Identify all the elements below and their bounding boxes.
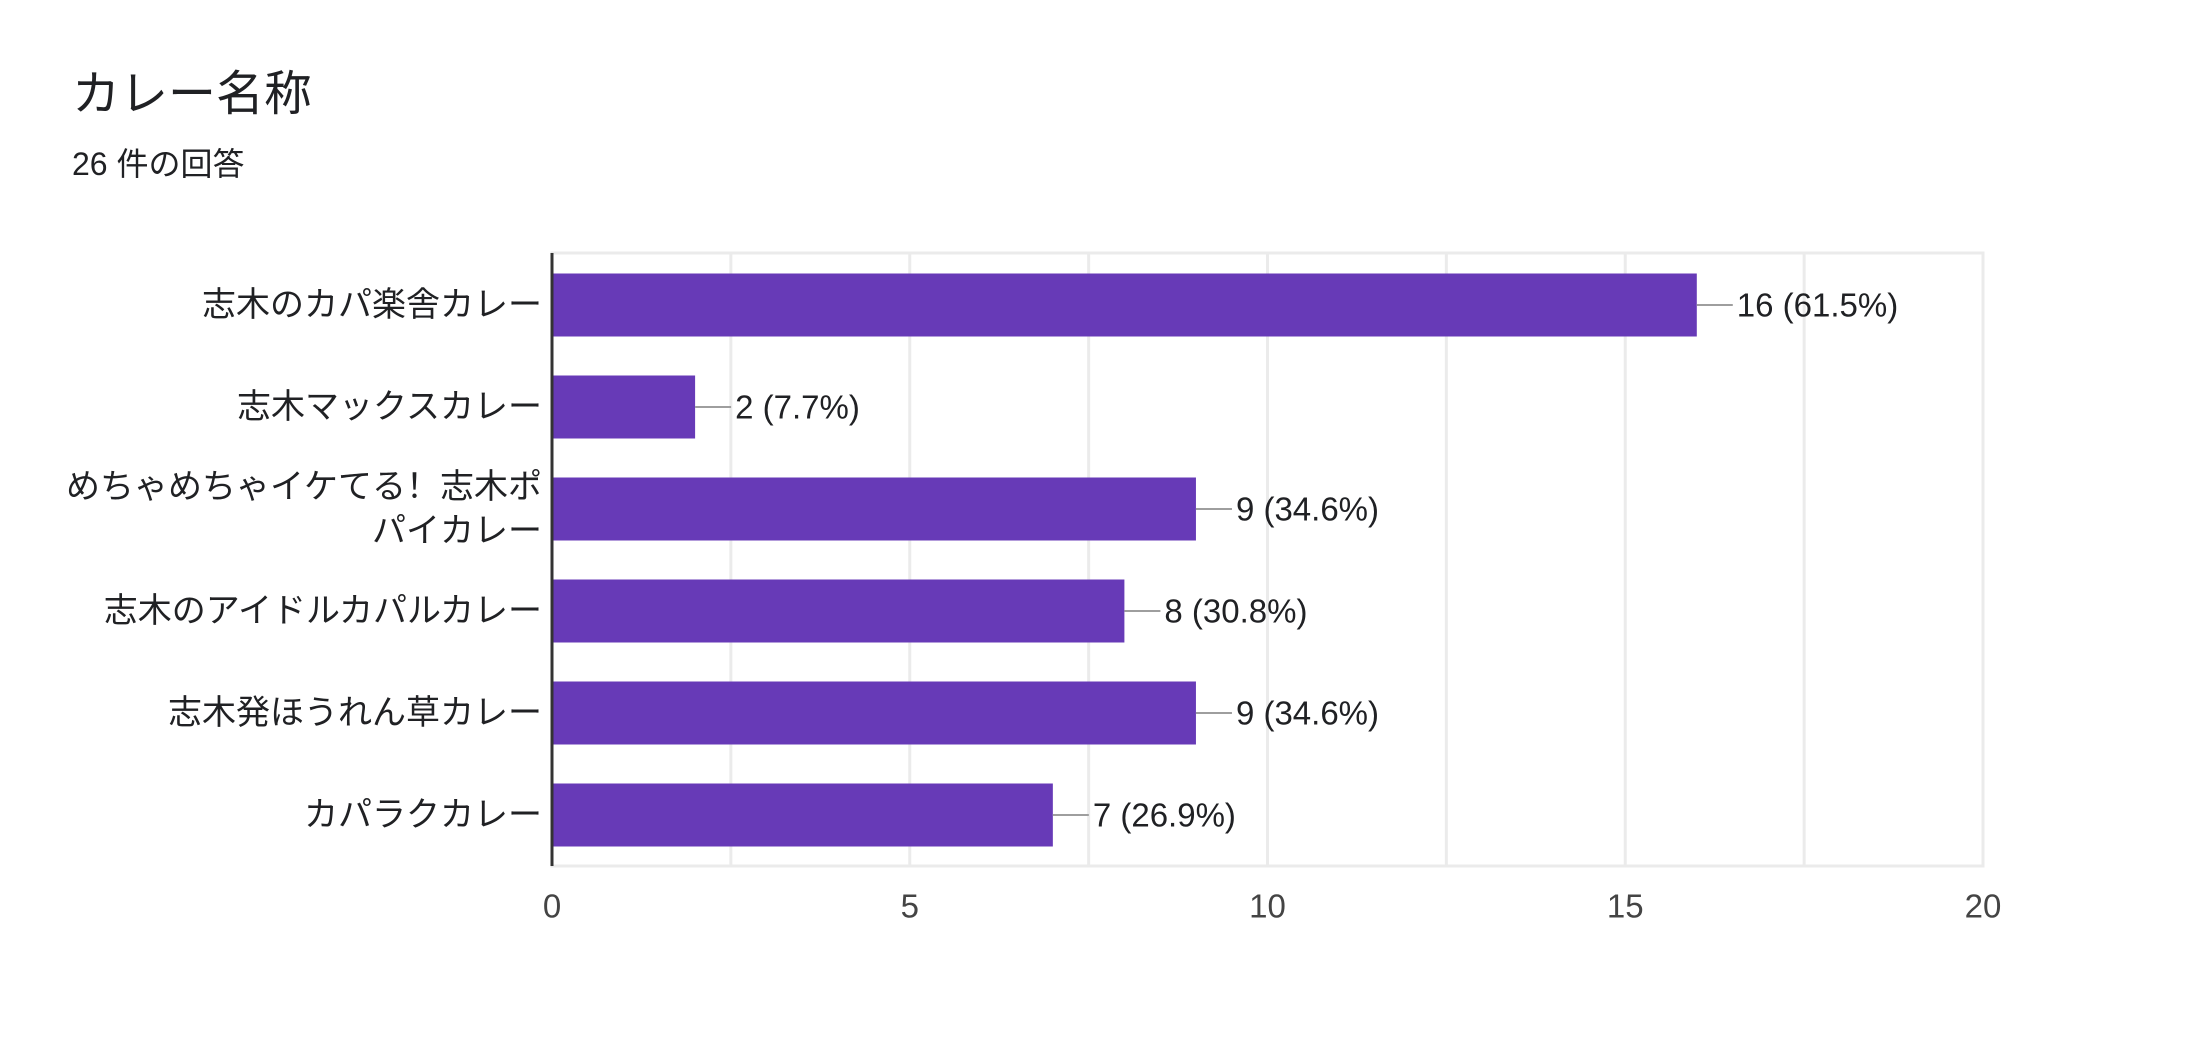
category-label: カパラクカレー — [304, 796, 542, 834]
bar — [552, 579, 1125, 643]
x-axis-ticks: 0 5 10 15 20 — [543, 253, 2002, 925]
data-label: 9 (34.6%) — [1236, 491, 1379, 528]
category-label-layer: 志木のカパ楽舎カレー志木マックスカレーめちゃめちゃイケてる！志木ポパイカレー志木… — [66, 286, 542, 834]
response-count: 26 件の回答 — [72, 146, 245, 182]
category-label: 志木のカパ楽舎カレー — [202, 286, 542, 324]
bar — [552, 375, 696, 439]
grid-layer — [550, 251, 1985, 868]
chart-title: カレー名称 — [72, 68, 313, 121]
data-label: 8 (30.8%) — [1164, 593, 1307, 630]
category-label-line: カパラクカレー — [304, 796, 542, 834]
bar — [552, 273, 1697, 337]
data-label: 16 (61.5%) — [1737, 287, 1898, 324]
category-label: 志木マックスカレー — [237, 388, 542, 426]
category-label: 志木のアイドルカパルカレー — [104, 592, 542, 630]
data-label: 2 (7.7%) — [735, 389, 860, 426]
bar-layer: 16 (61.5%) 2 (7.7%) 9 (34.6%) 8 (30.8%) 9 (3… — [552, 273, 1898, 847]
x-tick-label: 20 — [1965, 888, 2002, 925]
category-label-line: 志木発ほうれん草カレー — [168, 694, 542, 732]
category-label: 志木発ほうれん草カレー — [168, 694, 542, 732]
x-tick-label: 0 — [543, 888, 561, 925]
x-tick-label: 10 — [1249, 888, 1286, 925]
x-tick-label: 15 — [1607, 888, 1644, 925]
data-label: 9 (34.6%) — [1236, 695, 1379, 732]
data-label: 7 (26.9%) — [1093, 797, 1236, 834]
bar — [552, 477, 1196, 541]
category-label-line: 志木のカパ楽舎カレー — [202, 286, 542, 324]
category-label-line: パイカレー — [372, 512, 542, 550]
category-label-line: 志木のアイドルカパルカレー — [104, 592, 542, 630]
bar — [552, 783, 1053, 847]
category-label-line: めちゃめちゃイケてる！志木ポ — [66, 468, 542, 506]
category-label: めちゃめちゃイケてる！志木ポパイカレー — [66, 468, 542, 550]
bar — [552, 681, 1196, 745]
category-label-line: 志木マックスカレー — [237, 388, 542, 426]
x-tick-label: 5 — [901, 888, 919, 925]
